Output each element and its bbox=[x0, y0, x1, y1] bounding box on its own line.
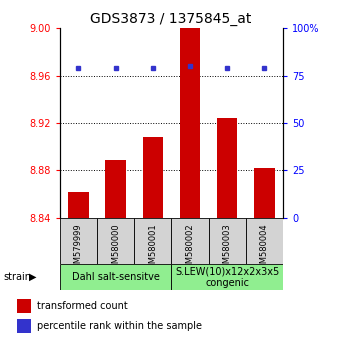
Text: GSM580002: GSM580002 bbox=[186, 223, 194, 274]
Text: S.LEW(10)x12x2x3x5
congenic: S.LEW(10)x12x2x3x5 congenic bbox=[175, 266, 279, 288]
Bar bbox=[68, 192, 89, 218]
Text: GSM580004: GSM580004 bbox=[260, 223, 269, 274]
Bar bbox=[17, 299, 31, 313]
Text: Dahl salt-sensitve: Dahl salt-sensitve bbox=[72, 272, 160, 282]
Text: GDS3873 / 1375845_at: GDS3873 / 1375845_at bbox=[90, 12, 251, 27]
Text: percentile rank within the sample: percentile rank within the sample bbox=[37, 321, 202, 331]
Bar bbox=[254, 168, 275, 218]
Bar bbox=[171, 218, 209, 264]
Bar bbox=[97, 218, 134, 264]
Text: GSM580001: GSM580001 bbox=[148, 223, 157, 274]
Bar bbox=[105, 160, 126, 218]
Text: transformed count: transformed count bbox=[37, 302, 128, 312]
Text: GSM579999: GSM579999 bbox=[74, 223, 83, 274]
Text: GSM580003: GSM580003 bbox=[223, 223, 232, 274]
Bar bbox=[60, 264, 172, 290]
Bar bbox=[143, 137, 163, 218]
Text: strain: strain bbox=[3, 272, 31, 282]
Bar bbox=[171, 264, 283, 290]
Bar bbox=[134, 218, 171, 264]
Bar bbox=[180, 28, 200, 218]
Bar bbox=[217, 118, 237, 218]
Text: GSM580000: GSM580000 bbox=[111, 223, 120, 274]
Text: ▶: ▶ bbox=[29, 272, 36, 282]
Bar bbox=[246, 218, 283, 264]
Bar bbox=[60, 218, 97, 264]
Bar bbox=[209, 218, 246, 264]
Bar bbox=[17, 319, 31, 333]
